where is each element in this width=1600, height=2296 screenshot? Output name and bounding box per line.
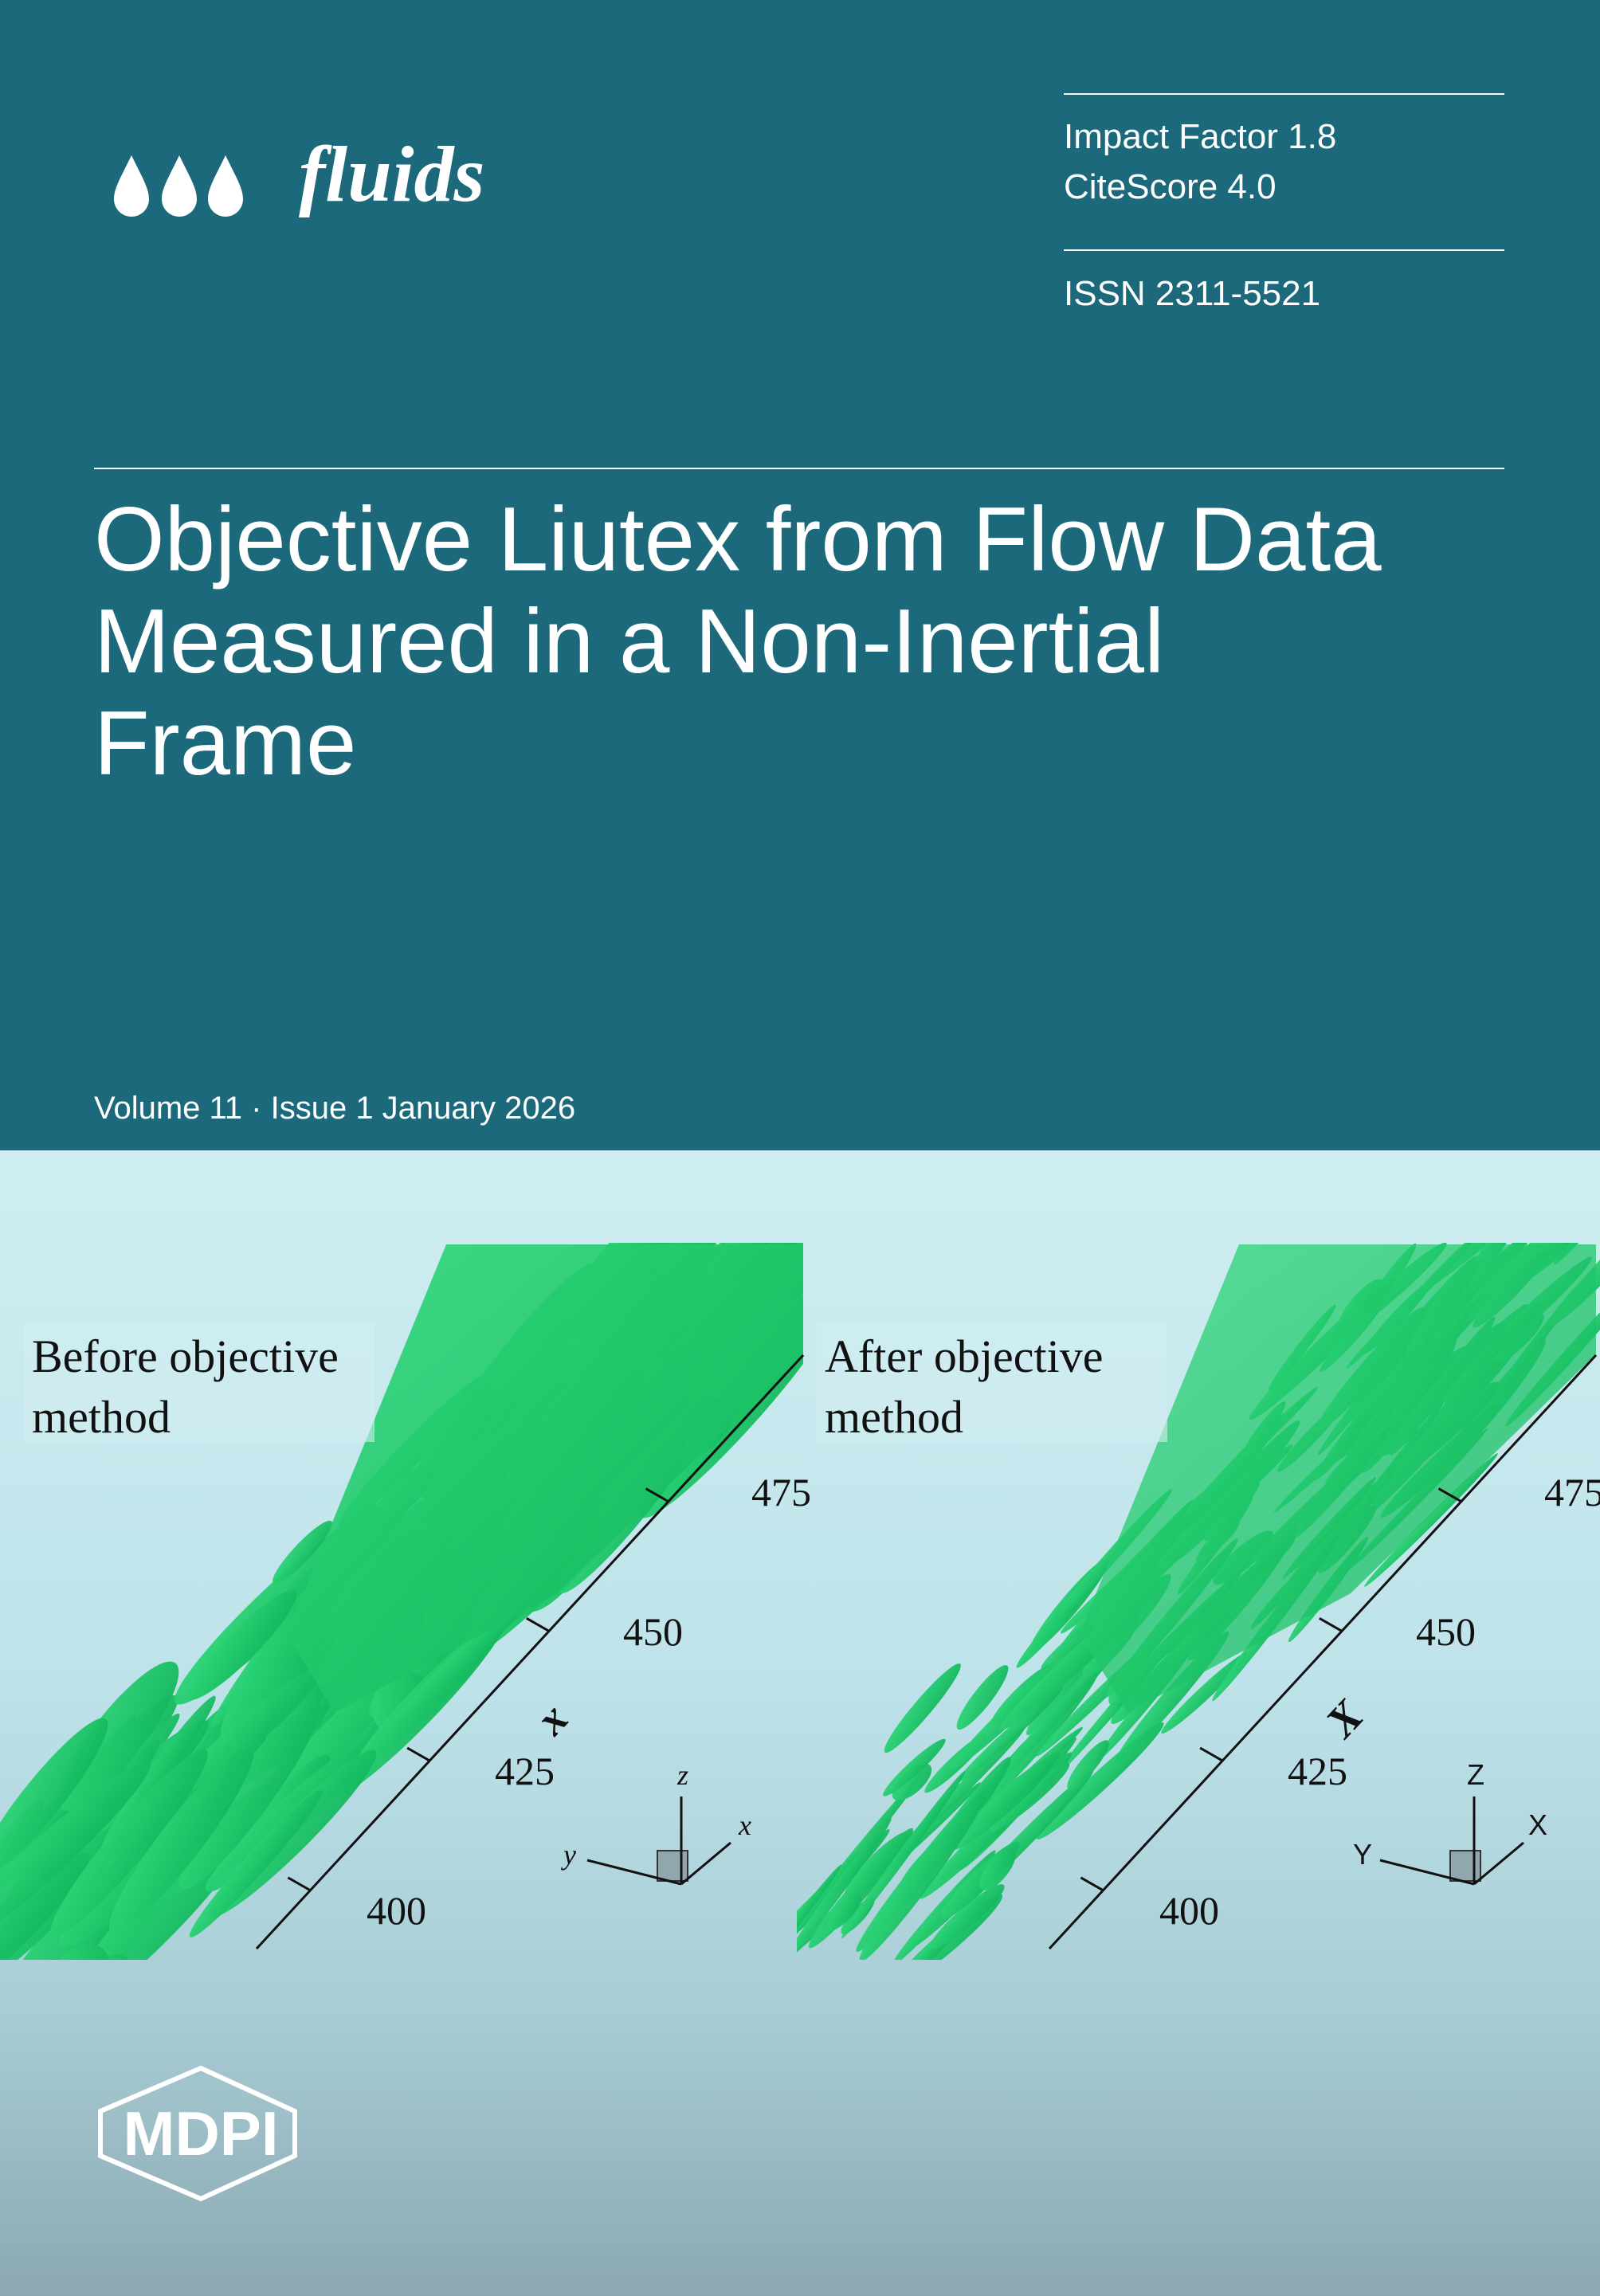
vortex bbox=[273, 1520, 332, 1585]
journal-logo bbox=[114, 155, 243, 217]
triad-cube bbox=[1449, 1850, 1481, 1882]
triad-axis bbox=[586, 1859, 682, 1886]
triad-cube bbox=[657, 1850, 688, 1882]
vortex bbox=[841, 1770, 966, 1938]
vortex bbox=[1364, 1453, 1498, 1587]
axis-tick-label: 400 bbox=[367, 1888, 426, 1933]
vortex bbox=[1080, 1244, 1596, 1713]
vortex bbox=[956, 1686, 1064, 1783]
axis-tick-label: 475 bbox=[751, 1470, 811, 1514]
vortex bbox=[1161, 1652, 1248, 1734]
axis-tick-label: 400 bbox=[1159, 1888, 1219, 1933]
publisher-logo: MDPI bbox=[98, 2065, 297, 2202]
axis-tick-label: 425 bbox=[1288, 1749, 1347, 1793]
article-title: Frame bbox=[94, 693, 356, 794]
vortex-figure bbox=[797, 1243, 1600, 1960]
article-title: Objective Liutex from Flow Data bbox=[94, 489, 1382, 590]
vortex bbox=[797, 1817, 892, 1957]
vortex bbox=[974, 1752, 1061, 1826]
vortex bbox=[177, 1669, 321, 1794]
vortex bbox=[859, 1789, 987, 1960]
header-band bbox=[0, 0, 1600, 1150]
vortex bbox=[178, 1698, 321, 1890]
vortex bbox=[892, 1763, 932, 1801]
journal-name: fluids bbox=[299, 130, 484, 218]
axis-tick-label: 425 bbox=[495, 1749, 555, 1793]
axis-tick-label: 475 bbox=[1544, 1470, 1600, 1514]
vortex bbox=[1067, 1740, 1109, 1790]
axis-tick bbox=[1319, 1616, 1343, 1632]
triad-label: z bbox=[676, 1759, 688, 1791]
triad-label: Y bbox=[1353, 1838, 1372, 1871]
axis-tick bbox=[1437, 1487, 1462, 1503]
vortex bbox=[956, 1665, 1009, 1730]
axis-tick bbox=[1080, 1876, 1104, 1892]
impact-factor: Impact Factor 1.8 bbox=[1064, 117, 1336, 156]
axis-tick-label: 450 bbox=[623, 1609, 683, 1654]
vortex bbox=[990, 1762, 1070, 1832]
panel-label-bg bbox=[24, 1322, 375, 1442]
axis-tick bbox=[287, 1876, 312, 1892]
panel-label-bg bbox=[817, 1322, 1167, 1442]
vortex bbox=[0, 1718, 108, 1878]
axis-tick-label: 450 bbox=[1416, 1609, 1476, 1654]
vortex bbox=[57, 1661, 179, 1811]
axis-tick bbox=[645, 1487, 669, 1503]
article-title: Measured in a Non-Inertial bbox=[94, 591, 1164, 692]
vortex bbox=[883, 1738, 946, 1796]
triad-label: X bbox=[1528, 1808, 1547, 1841]
vortex bbox=[0, 1761, 151, 1957]
panel-label: Before objective bbox=[32, 1330, 339, 1382]
vortex bbox=[979, 1847, 1017, 1890]
vortex bbox=[101, 1695, 216, 1850]
vortex bbox=[797, 1774, 922, 1942]
vortex bbox=[930, 1884, 1005, 1949]
triad-label: y bbox=[561, 1839, 576, 1871]
panel-label: method bbox=[32, 1391, 171, 1443]
triad-label: Z bbox=[1467, 1758, 1484, 1791]
vortex bbox=[287, 1244, 803, 1713]
vortex bbox=[50, 1944, 110, 1960]
vortex bbox=[797, 1864, 842, 1960]
vortex bbox=[1036, 1722, 1164, 1840]
panel-label: method bbox=[825, 1391, 963, 1443]
vortex bbox=[884, 1663, 961, 1753]
triad-axis bbox=[1379, 1859, 1475, 1886]
triad-axis bbox=[1473, 1841, 1524, 1886]
vortex bbox=[186, 1589, 297, 1700]
publisher-name: MDPI bbox=[124, 2098, 279, 2169]
citescore: CiteScore 4.0 bbox=[1064, 167, 1276, 206]
axis-line bbox=[1048, 1354, 1598, 1950]
axis-tick bbox=[406, 1746, 430, 1762]
issn: ISSN 2311-5521 bbox=[1064, 274, 1320, 313]
vortex-figure bbox=[0, 1243, 803, 1960]
axis-line bbox=[255, 1354, 805, 1950]
vortex bbox=[827, 1894, 862, 1931]
vortex bbox=[50, 1749, 208, 1937]
axis-tick bbox=[526, 1616, 550, 1632]
axis-tick bbox=[1199, 1746, 1223, 1762]
panel-label: After objective bbox=[825, 1330, 1103, 1382]
triad-axis bbox=[680, 1841, 731, 1886]
issue-info: Volume 11 · Issue 1 January 2026 bbox=[94, 1091, 575, 1126]
vortex bbox=[189, 1789, 323, 1937]
vortex bbox=[109, 1747, 254, 1934]
vortex bbox=[0, 1852, 89, 1960]
triad-label: x bbox=[738, 1809, 751, 1841]
